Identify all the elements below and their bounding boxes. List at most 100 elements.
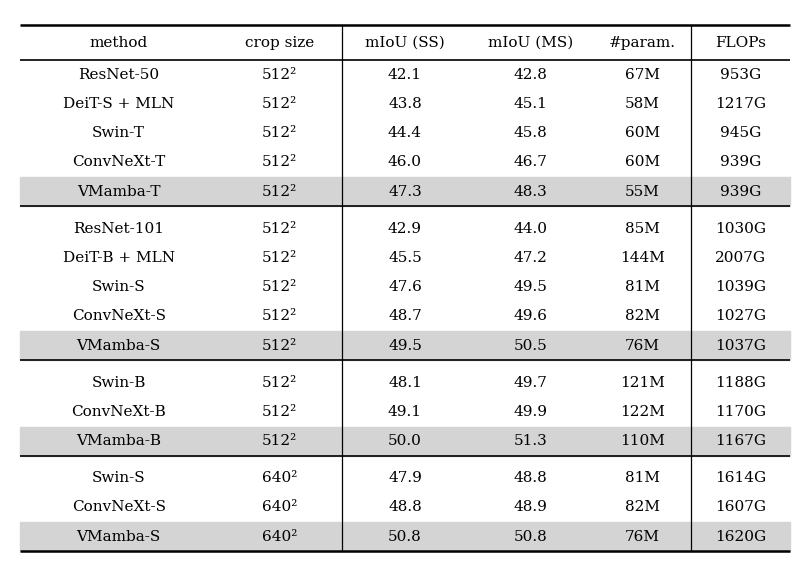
Text: Swin-T: Swin-T [92,126,145,140]
Text: 47.2: 47.2 [514,251,548,265]
Text: 60M: 60M [625,156,659,169]
Text: 67M: 67M [625,68,659,81]
Text: 42.1: 42.1 [388,68,422,81]
Bar [20,522,790,551]
Text: 44.4: 44.4 [388,126,422,140]
Text: 50.5: 50.5 [514,339,547,352]
Text: 50.8: 50.8 [514,530,547,543]
Text: 512²: 512² [262,376,297,389]
Text: 47.6: 47.6 [388,280,422,294]
Text: VMamba-T: VMamba-T [77,185,160,198]
Text: 512²: 512² [262,251,297,265]
Text: 953G: 953G [720,68,761,81]
Text: 82M: 82M [625,501,659,514]
Text: 939G: 939G [720,156,761,169]
Text: 81M: 81M [625,280,659,294]
Text: mIoU (MS): mIoU (MS) [488,36,573,49]
Text: VMamba-B: VMamba-B [76,434,161,448]
Text: 939G: 939G [720,185,761,198]
Text: 76M: 76M [625,530,659,543]
Text: FLOPs: FLOPs [715,36,766,49]
Text: Swin-S: Swin-S [92,472,146,485]
Text: 1620G: 1620G [715,530,766,543]
Text: 512²: 512² [262,185,297,198]
Text: 512²: 512² [262,126,297,140]
Bar [20,331,790,360]
Text: ConvNeXt-T: ConvNeXt-T [72,156,165,169]
Text: 44.0: 44.0 [514,222,548,235]
Text: 1607G: 1607G [715,501,766,514]
Text: 46.7: 46.7 [514,156,548,169]
Text: ResNet-50: ResNet-50 [78,68,160,81]
Text: 640²: 640² [262,530,297,543]
Text: 512²: 512² [262,97,297,111]
Text: 48.9: 48.9 [514,501,548,514]
Text: 121M: 121M [620,376,664,389]
Text: VMamba-S: VMamba-S [77,530,161,543]
Text: 45.8: 45.8 [514,126,547,140]
Text: #param.: #param. [608,36,676,49]
Text: 49.6: 49.6 [514,310,548,323]
Text: 1037G: 1037G [715,339,766,352]
Text: ConvNeXt-S: ConvNeXt-S [71,501,166,514]
Text: 48.1: 48.1 [388,376,422,389]
Text: 1027G: 1027G [715,310,766,323]
Text: 122M: 122M [620,405,664,419]
Text: Swin-S: Swin-S [92,280,146,294]
Text: 81M: 81M [625,472,659,485]
Text: crop size: crop size [245,36,314,49]
Text: 1170G: 1170G [715,405,766,419]
Text: 110M: 110M [620,434,664,448]
Text: 640²: 640² [262,472,297,485]
Text: Swin-B: Swin-B [92,376,146,389]
Text: 2007G: 2007G [715,251,766,265]
Text: 1039G: 1039G [715,280,766,294]
Text: 144M: 144M [620,251,664,265]
Text: 49.7: 49.7 [514,376,548,389]
Text: 512²: 512² [262,156,297,169]
Text: 51.3: 51.3 [514,434,547,448]
Text: 60M: 60M [625,126,659,140]
Text: 85M: 85M [625,222,659,235]
Text: 512²: 512² [262,339,297,352]
Text: 1030G: 1030G [715,222,766,235]
Text: 945G: 945G [720,126,761,140]
Text: 45.1: 45.1 [514,97,548,111]
Text: 46.0: 46.0 [388,156,422,169]
Text: 50.0: 50.0 [388,434,422,448]
Text: 48.3: 48.3 [514,185,547,198]
Text: ResNet-101: ResNet-101 [73,222,164,235]
Text: 45.5: 45.5 [388,251,422,265]
Text: 47.3: 47.3 [388,185,422,198]
Text: 43.8: 43.8 [388,97,422,111]
Text: method: method [90,36,147,49]
Text: 42.9: 42.9 [388,222,422,235]
Text: 48.8: 48.8 [514,472,547,485]
Text: 48.8: 48.8 [388,501,422,514]
Text: DeiT-S + MLN: DeiT-S + MLN [63,97,174,111]
Text: 512²: 512² [262,222,297,235]
Text: 49.9: 49.9 [514,405,548,419]
Text: ConvNeXt-S: ConvNeXt-S [71,310,166,323]
Text: 58M: 58M [625,97,659,111]
Text: VMamba-S: VMamba-S [77,339,161,352]
Text: 47.9: 47.9 [388,472,422,485]
Text: 49.5: 49.5 [514,280,548,294]
Text: 49.5: 49.5 [388,339,422,352]
Text: 512²: 512² [262,434,297,448]
Text: 49.1: 49.1 [388,405,422,419]
Text: 1217G: 1217G [715,97,766,111]
Bar [20,177,790,206]
Text: ConvNeXt-B: ConvNeXt-B [71,405,166,419]
Text: 1167G: 1167G [715,434,766,448]
Text: 76M: 76M [625,339,659,352]
Text: 512²: 512² [262,310,297,323]
Text: 50.8: 50.8 [388,530,422,543]
Text: 82M: 82M [625,310,659,323]
Text: 1188G: 1188G [715,376,766,389]
Text: DeiT-B + MLN: DeiT-B + MLN [62,251,175,265]
Text: 512²: 512² [262,68,297,81]
Text: 55M: 55M [625,185,659,198]
Text: 1614G: 1614G [715,472,766,485]
Text: 48.7: 48.7 [388,310,422,323]
